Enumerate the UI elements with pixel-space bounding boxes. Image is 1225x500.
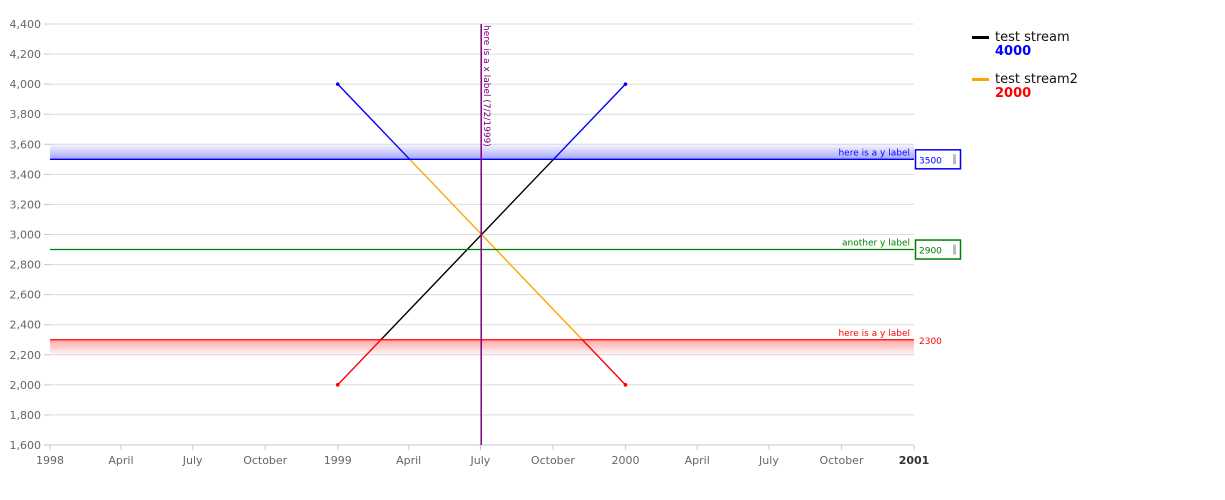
x-tick-label: October bbox=[531, 454, 575, 467]
y-marker-label: here is a y label bbox=[838, 148, 910, 158]
legend-swatch bbox=[972, 78, 989, 81]
x-tick-label: 2000 bbox=[611, 454, 639, 467]
y-marker-badge-handle bbox=[953, 154, 956, 165]
y-tick-label: 4,400 bbox=[10, 18, 42, 31]
y-tick-label: 3,800 bbox=[10, 108, 42, 121]
data-point bbox=[623, 383, 628, 387]
x-tick-label: July bbox=[182, 454, 203, 467]
y-tick-label: 2,000 bbox=[10, 379, 42, 392]
y-marker-badge-handle bbox=[953, 244, 956, 255]
y-tick-label: 3,600 bbox=[10, 138, 42, 151]
legend-series-name: test stream bbox=[995, 30, 1070, 45]
series-segment bbox=[337, 83, 411, 160]
y-marker-badge-box bbox=[914, 149, 962, 170]
y-tick-label: 3,400 bbox=[10, 168, 42, 181]
threshold-band bbox=[50, 339, 914, 355]
y-tick-label: 1,800 bbox=[10, 409, 42, 422]
y-marker-label: another y label bbox=[842, 239, 910, 249]
x-tick-label: October bbox=[819, 454, 863, 467]
axes: 1,600 1,800 2,000 2,200 2,400 2,600 2,800 3,000… bbox=[10, 18, 930, 467]
legend-item-test-stream2[interactable]: test stream2 2000 bbox=[972, 72, 1212, 101]
y-tick-label: 3,000 bbox=[10, 229, 42, 242]
y-tick-label: 2,400 bbox=[10, 319, 42, 332]
x-tick-label: July bbox=[470, 454, 491, 467]
y-marker-badge-value: 3500 bbox=[919, 156, 942, 166]
y-tick-label: 4,000 bbox=[10, 78, 42, 91]
y-marker-lines: here is a y label 3500 another y label 2900… bbox=[50, 148, 962, 347]
y-tick-label: 4,200 bbox=[10, 48, 42, 61]
threshold-bands bbox=[50, 144, 914, 355]
y-tick-label: 2,200 bbox=[10, 349, 42, 362]
data-point bbox=[335, 383, 340, 387]
legend-series-value: 4000 bbox=[995, 44, 1032, 59]
x-tick-label: 1998 bbox=[36, 454, 64, 467]
x-marker-lines: here is a x label (7/2/1999) bbox=[480, 24, 491, 445]
x-tick-label: 2001 bbox=[899, 454, 930, 467]
x-tick-label: April bbox=[108, 454, 133, 467]
data-point bbox=[335, 82, 340, 86]
y-tick-label: 3,200 bbox=[10, 198, 42, 211]
threshold-band bbox=[50, 144, 914, 160]
legend: test stream 4000 test stream2 2000 bbox=[972, 30, 1212, 114]
x-tick-label: October bbox=[243, 454, 287, 467]
y-tick-label: 1,600 bbox=[10, 439, 42, 452]
data-point bbox=[623, 82, 628, 86]
x-marker-label: here is a x label (7/2/1999) bbox=[481, 25, 491, 147]
legend-swatch bbox=[972, 36, 989, 39]
series-segment bbox=[337, 339, 382, 386]
y-marker-badge-value: 2300 bbox=[919, 337, 942, 347]
y-marker-label: here is a y label bbox=[838, 329, 910, 339]
x-tick-label: April bbox=[396, 454, 421, 467]
y-tick-label: 2,800 bbox=[10, 259, 42, 272]
series-segment bbox=[581, 339, 626, 386]
y-marker-badge-value: 2900 bbox=[919, 247, 942, 257]
x-tick-label: July bbox=[758, 454, 779, 467]
x-tick-label: April bbox=[685, 454, 710, 467]
y-tick-label: 2,600 bbox=[10, 289, 42, 302]
legend-series-value: 2000 bbox=[995, 86, 1032, 101]
legend-item-test-stream[interactable]: test stream 4000 bbox=[972, 30, 1212, 59]
legend-series-name: test stream2 bbox=[995, 72, 1078, 87]
series-segment bbox=[553, 83, 626, 160]
y-marker-badge-box bbox=[914, 239, 962, 260]
x-tick-label: 1999 bbox=[324, 454, 352, 467]
